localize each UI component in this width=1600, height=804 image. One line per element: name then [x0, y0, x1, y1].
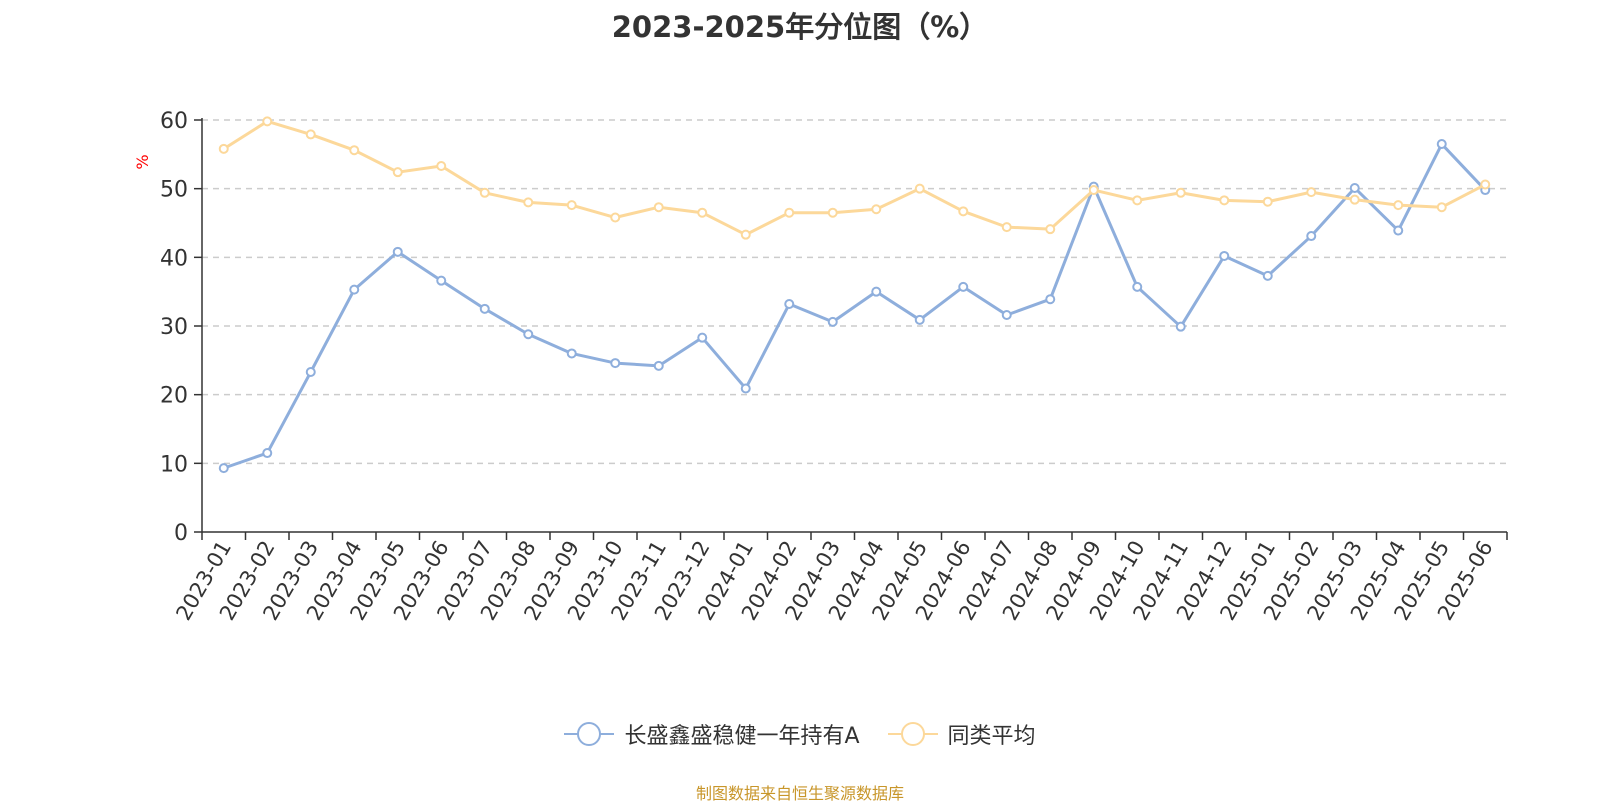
data-point-2 — [1436, 202, 1447, 213]
legend-item-series-a[interactable]: 长盛鑫盛稳健一年持有A — [564, 718, 860, 750]
data-point-2 — [349, 145, 360, 156]
data-point-1 — [914, 314, 925, 325]
data-point-2 — [697, 207, 708, 218]
data-point-2 — [1219, 195, 1230, 206]
series-line-2 — [222, 119, 1486, 237]
y-axis-label: % — [133, 154, 152, 169]
data-point-2 — [218, 143, 229, 154]
legend-swatch-series-b — [887, 721, 938, 747]
data-point-1 — [1175, 321, 1186, 332]
data-point-1 — [740, 383, 751, 394]
data-point-1 — [610, 358, 621, 369]
data-point-1 — [1262, 270, 1273, 281]
data-point-2 — [653, 202, 664, 213]
data-point-2 — [1393, 200, 1404, 211]
legend: 长盛鑫盛稳健一年持有A 同类平均 — [0, 718, 1600, 750]
y-tick-label: 10 — [160, 452, 188, 477]
data-point-1 — [349, 284, 360, 295]
data-point-1 — [653, 360, 664, 371]
y-tick-label: 20 — [160, 384, 188, 409]
data-point-1 — [871, 286, 882, 297]
legend-swatch-series-a — [564, 721, 615, 747]
legend-label-series-a: 长盛鑫盛稳健一年持有A — [624, 724, 860, 749]
data-point-1 — [392, 246, 403, 257]
y-tick-label: 0 — [174, 521, 188, 546]
data-point-1 — [479, 303, 490, 314]
y-tick-label: 60 — [160, 109, 188, 134]
data-point-2 — [740, 229, 751, 240]
data-point-2 — [1132, 195, 1143, 206]
data-point-2 — [1262, 196, 1273, 207]
legend-marker-series-a — [577, 722, 602, 746]
data-point-1 — [523, 329, 534, 340]
data-point-2 — [610, 212, 621, 223]
data-point-1 — [1393, 225, 1404, 236]
data-point-2 — [1175, 187, 1186, 198]
data-point-1 — [958, 281, 969, 292]
legend-item-series-b[interactable]: 同类平均 — [887, 718, 1036, 750]
data-point-2 — [479, 187, 490, 198]
data-point-1 — [1045, 294, 1056, 305]
data-point-1 — [1306, 231, 1317, 242]
data-point-2 — [305, 129, 316, 140]
data-point-2 — [392, 167, 403, 178]
data-point-1 — [305, 367, 316, 378]
data-point-2 — [436, 161, 447, 172]
data-point-1 — [1132, 281, 1143, 292]
data-point-1 — [1219, 250, 1230, 261]
data-point-2 — [262, 116, 273, 127]
data-point-2 — [958, 206, 969, 217]
data-point-2 — [1349, 194, 1360, 205]
data-point-2 — [871, 204, 882, 215]
data-point-2 — [523, 197, 534, 208]
data-point-2 — [827, 207, 838, 218]
y-tick-label: 30 — [160, 315, 188, 340]
data-point-1 — [697, 332, 708, 343]
data-point-2 — [1480, 179, 1491, 190]
data-point-2 — [914, 183, 925, 194]
data-point-1 — [784, 299, 795, 310]
data-point-1 — [566, 348, 577, 359]
data-point-2 — [1001, 222, 1012, 233]
data-point-1 — [436, 275, 447, 286]
data-point-1 — [218, 463, 229, 474]
series-line-1 — [223, 142, 1487, 470]
legend-label-series-b: 同类平均 — [947, 724, 1036, 749]
y-tick-label: 40 — [160, 246, 188, 271]
data-point-2 — [566, 200, 577, 211]
data-point-2 — [784, 207, 795, 218]
legend-marker-series-b — [900, 722, 925, 746]
data-point-1 — [827, 316, 838, 327]
data-point-2 — [1045, 224, 1056, 235]
data-point-2 — [1088, 185, 1099, 196]
data-point-1 — [262, 448, 273, 459]
data-point-1 — [1001, 310, 1012, 321]
data-point-1 — [1436, 139, 1447, 150]
y-tick-label: 50 — [160, 178, 188, 203]
data-point-2 — [1306, 187, 1317, 198]
data-point-1 — [1349, 182, 1360, 193]
chart-title: 2023-2025年分位图（%） — [611, 10, 989, 44]
source-note: 制图数据来自恒生聚源数据库 — [695, 784, 904, 803]
